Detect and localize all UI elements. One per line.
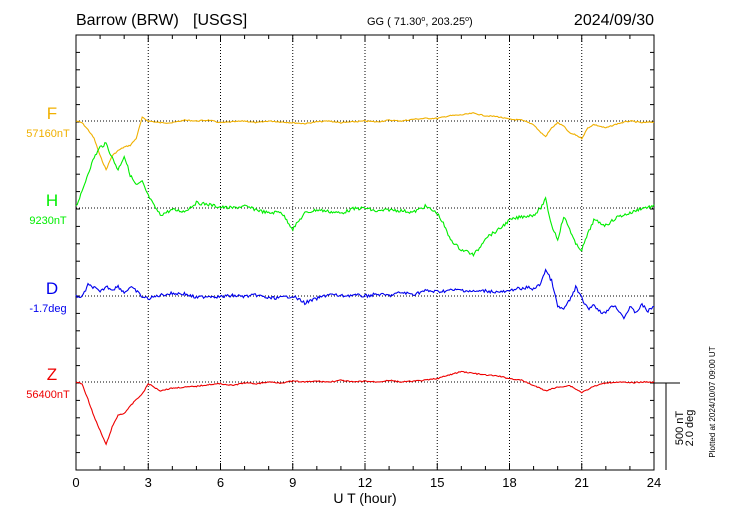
x-axis-label: U T (hour)	[333, 490, 396, 506]
trace-H	[75, 142, 655, 258]
series-baseline-Z: 56400nT	[26, 389, 70, 401]
trace-Z	[75, 370, 655, 446]
x-tick-label: 12	[358, 475, 372, 490]
series-name-H: H	[46, 191, 58, 210]
scale-label-nt: 500 nT	[674, 411, 686, 446]
trace-D	[75, 268, 655, 320]
traces	[75, 112, 655, 446]
x-tick-label: 3	[145, 475, 152, 490]
x-tick-label: 24	[647, 475, 661, 490]
date-label: 2024/09/30	[574, 12, 654, 29]
plotted-note: Plotted at 2024/10/07 09:00 UT	[708, 346, 717, 457]
coords-label: GG ( 71.30o, 203.25o)	[367, 16, 473, 28]
series-baseline-F: 57160nT	[26, 128, 70, 140]
x-tick-label: 0	[72, 475, 79, 490]
agency-label: [USGS]	[193, 12, 247, 29]
series-name-F: F	[47, 104, 57, 123]
scale-label-deg: 2.0 deg	[684, 410, 696, 447]
series-baseline-H: 9230nT	[29, 215, 67, 227]
series-name-D: D	[46, 279, 58, 298]
x-tick-label: 18	[502, 475, 516, 490]
x-tick-label: 6	[217, 475, 224, 490]
axis-ticks	[75, 35, 655, 471]
x-tick-label: 15	[430, 475, 444, 490]
x-tick-label: 9	[289, 475, 296, 490]
trace-F	[75, 112, 655, 172]
series-baseline-D: -1.7deg	[29, 303, 66, 315]
x-tick-label: 21	[575, 475, 589, 490]
series-labels: F 57160nT H 9230nT D -1.7deg Z 56400nT	[26, 104, 70, 401]
grid-lines	[147, 35, 583, 470]
station-title: Barrow (BRW)	[76, 12, 179, 29]
series-name-Z: Z	[47, 365, 57, 384]
x-tick-labels: 0 3 6 9 12 15 18 21 24	[72, 475, 661, 490]
